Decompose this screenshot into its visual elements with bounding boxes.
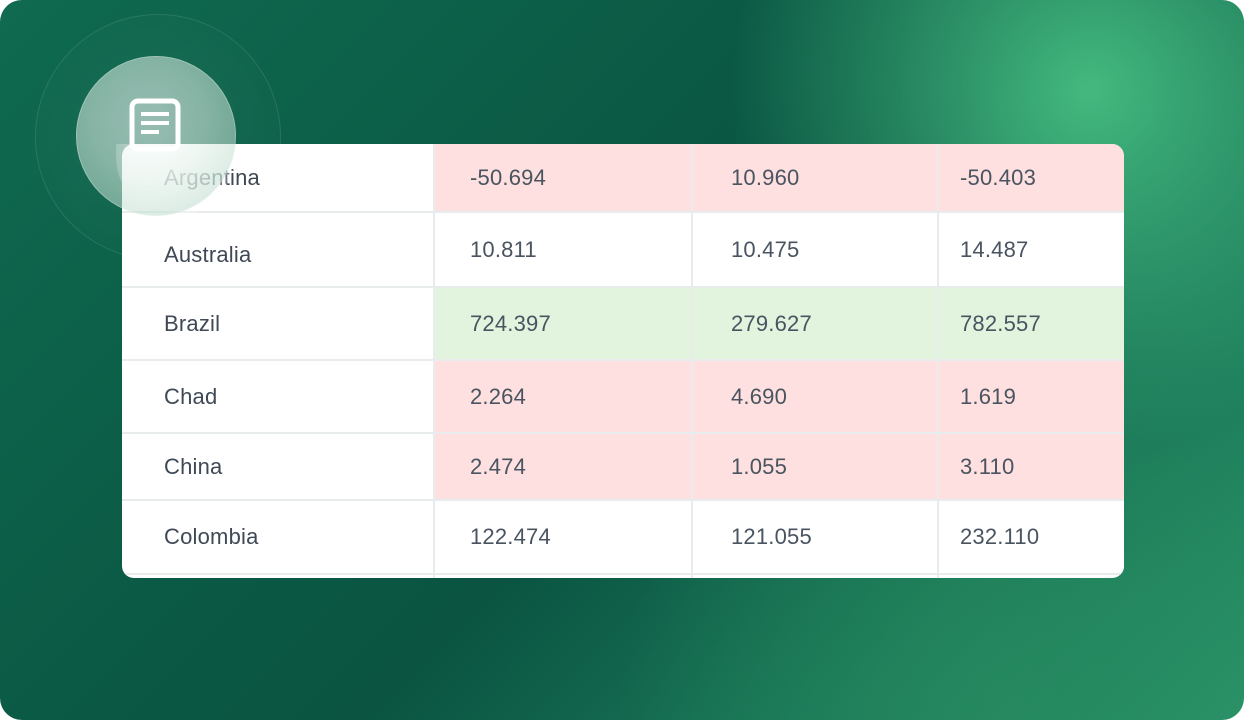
value-cell-1: 724.397 xyxy=(433,288,691,359)
value-cell-1: 10.811 xyxy=(433,213,691,286)
data-table: Argentina -50.694 10.960 -50.403 Austral… xyxy=(122,144,1124,578)
table-row[interactable]: Australia 10.811 10.475 14.487 xyxy=(122,213,1124,288)
country-name: Chad xyxy=(164,383,218,409)
value-cell-2: 1.055 xyxy=(691,434,937,499)
value-cell-3: 1.619 xyxy=(937,361,1124,432)
table-row-partial xyxy=(122,575,1124,578)
value-cell-3: 14.487 xyxy=(937,213,1124,286)
country-name: Colombia xyxy=(164,524,259,549)
value-cell-2: 279.627 xyxy=(691,288,937,359)
table-row[interactable]: Brazil 724.397 279.627 782.557 xyxy=(122,288,1124,361)
country-name: Australia xyxy=(164,241,252,267)
partial-cell xyxy=(937,575,1124,578)
value-cell-1: -50.694 xyxy=(433,144,691,211)
value-cell-2: 10.960 xyxy=(691,144,937,211)
partial-cell xyxy=(433,575,691,578)
table-row[interactable]: Chad 2.264 4.690 1.619 xyxy=(122,361,1124,434)
partial-cell xyxy=(691,575,937,578)
value-cell-2: 4.690 xyxy=(691,361,937,432)
value-cell-3: 3.110 xyxy=(937,434,1124,499)
value-cell-2: 10.475 xyxy=(691,213,937,286)
value-cell-3: 232.110 xyxy=(937,501,1124,573)
table-row[interactable]: Argentina -50.694 10.960 -50.403 xyxy=(122,144,1124,213)
value-cell-2: 121.055 xyxy=(691,501,937,573)
document-badge[interactable] xyxy=(76,56,236,216)
country-name: Brazil xyxy=(164,310,221,336)
country-name: China xyxy=(164,453,223,479)
value-cell-3: 782.557 xyxy=(937,288,1124,359)
partial-cell xyxy=(122,575,433,578)
table-row[interactable]: China 2.474 1.055 3.110 xyxy=(122,434,1124,501)
value-cell-1: 2.474 xyxy=(433,434,691,499)
value-cell-1: 122.474 xyxy=(433,501,691,573)
value-cell-1: 2.264 xyxy=(433,361,691,432)
table-row[interactable]: Colombia 122.474 121.055 232.110 xyxy=(122,501,1124,575)
value-cell-3: -50.403 xyxy=(937,144,1124,211)
document-icon xyxy=(129,98,181,152)
